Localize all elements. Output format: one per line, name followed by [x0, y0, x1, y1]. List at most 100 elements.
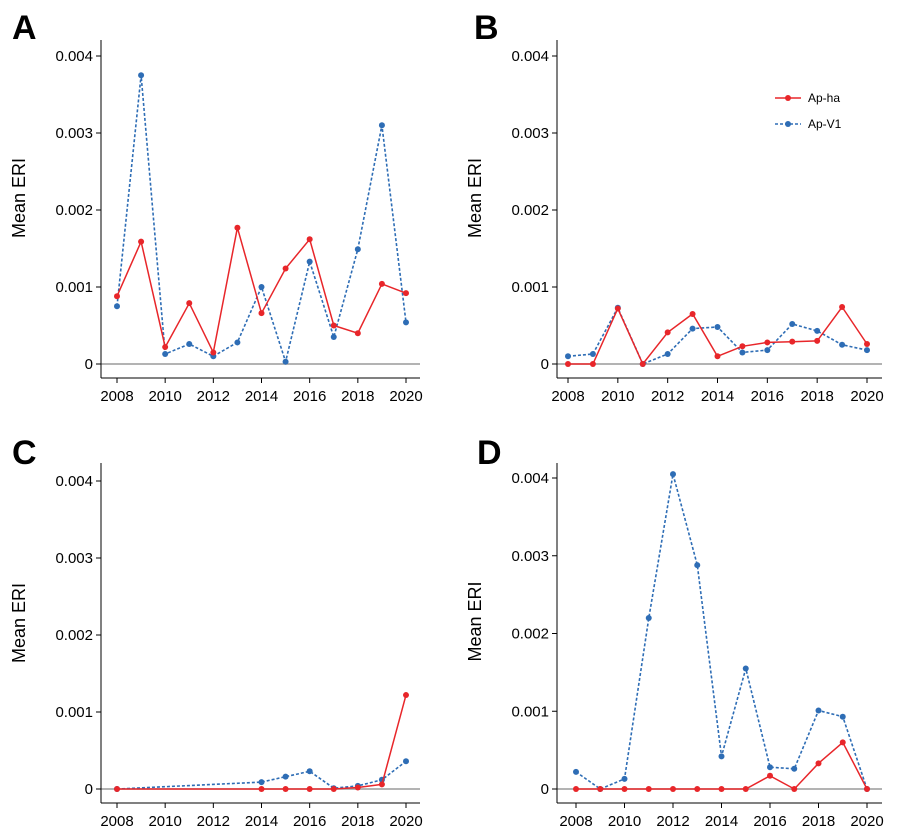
data-point-ap-v1: [306, 258, 313, 265]
x-tick-label: 2016: [293, 388, 326, 405]
x-tick-label: 2012: [197, 388, 230, 405]
x-tick-label: 2010: [148, 388, 181, 405]
y-tick-label: 0.002: [511, 626, 549, 643]
data-point-ap-ha: [378, 280, 385, 287]
panel-b: B 0 0.001 0.002 0.003 0.004 2008 2010 2012 2014 20…: [465, 9, 884, 405]
x-tick-label: 2008: [559, 813, 592, 830]
x-tick-label: 2018: [802, 813, 835, 830]
x-tick-label: 2010: [608, 813, 641, 830]
x-tick-label: 2016: [753, 813, 786, 830]
data-point-ap-ha: [114, 293, 120, 300]
data-point-ap-ha: [718, 786, 725, 792]
data-point-ap-v1: [815, 707, 822, 714]
data-point-ap-ha: [403, 692, 409, 699]
data-point-ap-ha: [739, 343, 746, 350]
y-tick-label: 0.002: [55, 627, 93, 644]
data-point-ap-v1: [767, 764, 773, 771]
data-point-ap-ha: [186, 300, 193, 307]
y-tick-label: 0.003: [55, 125, 93, 142]
panel-letter: C: [12, 434, 37, 472]
data-point-ap-v1: [258, 779, 265, 786]
y-tick-label: 0.004: [511, 48, 549, 65]
data-point-ap-ha: [789, 338, 796, 345]
data-point-ap-ha: [330, 322, 337, 329]
data-point-ap-ha: [114, 786, 120, 792]
x-tick-label: 2012: [651, 388, 684, 405]
data-point-ap-v1: [839, 341, 846, 348]
x-tick-label: 2008: [100, 388, 133, 405]
data-point-ap-v1: [234, 339, 241, 346]
x-tick-label: 2016: [751, 388, 784, 405]
data-point-ap-v1: [258, 284, 265, 290]
data-point-ap-ha: [162, 344, 169, 351]
legend-marker: [785, 121, 791, 127]
x-tick-label: 2008: [551, 388, 584, 405]
y-tick-label: 0.004: [55, 48, 93, 65]
data-point-ap-v1: [714, 324, 721, 331]
data-point-ap-ha: [403, 290, 409, 297]
x-tick-label: 2010: [148, 813, 181, 830]
data-point-ap-v1: [764, 347, 771, 354]
y-tick-label: 0.003: [55, 550, 93, 567]
data-point-ap-ha: [306, 786, 313, 792]
data-point-ap-ha: [639, 361, 646, 367]
y-tick-label: 0: [541, 356, 549, 373]
data-point-ap-ha: [839, 739, 846, 746]
data-point-ap-v1: [282, 358, 289, 365]
data-point-ap-v1: [589, 350, 596, 357]
data-point-ap-v1: [330, 334, 337, 341]
y-tick-label: 0.003: [511, 125, 549, 142]
legend-label-ap-ha: Ap-ha: [808, 91, 840, 105]
y-axis-title: Mean ERI: [465, 581, 485, 661]
data-point-ap-ha: [330, 786, 337, 792]
x-tick-label: 2008: [100, 813, 133, 830]
data-point-ap-v1: [354, 246, 361, 253]
x-tick-label: 2020: [850, 388, 883, 405]
data-point-ap-ha: [282, 265, 289, 272]
data-point-ap-ha: [864, 786, 870, 792]
x-tick-label: 2018: [341, 813, 374, 830]
legend-label-ap-v1: Ap-V1: [808, 117, 842, 131]
data-point-ap-v1: [138, 72, 145, 79]
y-tick-label: 0.003: [511, 548, 549, 565]
x-tick-label: 2012: [656, 813, 689, 830]
data-point-ap-v1: [670, 471, 676, 478]
y-tick-label: 0.002: [55, 202, 93, 219]
data-point-ap-ha: [645, 786, 652, 792]
series-line-ap-v1: [575, 473, 868, 790]
data-point-ap-ha: [234, 224, 241, 231]
x-tick-label: 2020: [389, 388, 422, 405]
data-point-ap-v1: [114, 303, 120, 310]
panel-letter: A: [12, 9, 37, 47]
x-tick-label: 2018: [800, 388, 833, 405]
series-line-ap-v1: [116, 75, 407, 365]
data-point-ap-v1: [621, 775, 628, 782]
y-axis-title: Mean ERI: [9, 158, 29, 238]
data-point-ap-ha: [839, 304, 846, 311]
y-tick-label: 0.001: [511, 279, 549, 296]
y-tick-label: 0.004: [511, 470, 549, 487]
data-point-ap-ha: [814, 337, 821, 344]
data-point-ap-v1: [282, 773, 289, 780]
data-point-ap-v1: [694, 562, 701, 569]
data-point-ap-v1: [814, 327, 821, 334]
data-point-ap-ha: [210, 349, 217, 356]
data-point-ap-ha: [589, 361, 596, 367]
data-point-ap-ha: [764, 339, 771, 346]
data-point-ap-ha: [767, 772, 773, 779]
data-point-ap-ha: [614, 305, 621, 312]
data-point-ap-v1: [864, 347, 870, 354]
data-point-ap-ha: [282, 786, 289, 792]
panel-letter: D: [477, 434, 502, 472]
x-tick-label: 2010: [601, 388, 634, 405]
x-tick-label: 2020: [850, 813, 883, 830]
data-point-ap-v1: [162, 350, 169, 357]
panel-c: C 0 0.001 0.002 0.003 0.004 2008 2010 2012 2014 20…: [9, 434, 423, 830]
x-tick-label: 2016: [293, 813, 326, 830]
y-tick-label: 0.004: [55, 473, 93, 490]
y-tick-label: 0.002: [511, 202, 549, 219]
y-tick-label: 0: [85, 781, 93, 798]
x-tick-label: 2014: [245, 388, 278, 405]
data-point-ap-ha: [815, 760, 822, 767]
